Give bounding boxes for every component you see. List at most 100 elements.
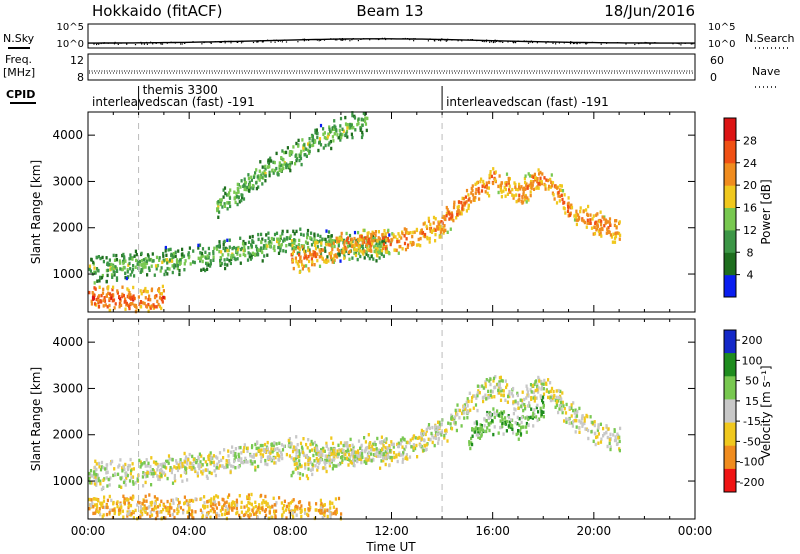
velocity-cell	[444, 431, 447, 435]
velocity-cell	[409, 438, 412, 442]
power-cell	[349, 249, 352, 254]
power-cell	[498, 174, 501, 178]
power-cell	[311, 262, 314, 267]
power-cell	[618, 220, 621, 224]
velocity-cell	[565, 417, 568, 421]
velocity-cell	[322, 449, 325, 453]
power-cell	[264, 179, 267, 183]
velocity-cell	[557, 399, 560, 403]
power-cell	[226, 207, 229, 211]
power-cell	[387, 239, 390, 243]
velocity-cell	[150, 513, 154, 517]
power-cell	[523, 187, 526, 191]
velocity-cell	[156, 474, 159, 478]
power-cell	[499, 188, 502, 192]
velocity-cell	[296, 464, 299, 468]
power-cell	[532, 175, 535, 179]
velocity-cell	[210, 501, 213, 505]
velocity-cell	[412, 446, 416, 450]
velocity-cell	[423, 438, 426, 443]
velocity-cell	[190, 509, 194, 513]
power-cell	[300, 260, 303, 264]
power-cell	[465, 200, 468, 204]
velocity-cell	[153, 501, 156, 506]
velocity-cell	[326, 508, 329, 512]
nsky-point	[96, 42, 98, 44]
power-cell	[188, 246, 191, 250]
nsky-point	[228, 40, 230, 43]
velocity-cell	[251, 460, 254, 464]
power-cell	[376, 251, 380, 255]
velocity-cell	[456, 403, 459, 407]
velocity-cell	[376, 436, 379, 441]
velocity-cell	[552, 395, 555, 399]
velocity-cell	[370, 448, 373, 452]
power-cell	[308, 137, 311, 141]
velocity-cell	[378, 451, 381, 455]
power-cell	[262, 244, 266, 248]
velocity-cell	[470, 399, 473, 403]
velocity-cell	[128, 464, 131, 468]
power-cell	[585, 208, 588, 212]
power-cell	[100, 293, 103, 298]
velocity-cell	[498, 380, 501, 384]
nsky-point	[467, 39, 469, 41]
velocity-cell	[200, 470, 203, 474]
power-cell	[312, 249, 315, 254]
power-cell	[526, 186, 529, 190]
velocity-cell	[541, 382, 544, 387]
power-cell	[349, 122, 352, 127]
velocity-cell	[578, 406, 581, 411]
velocity-cell	[151, 500, 154, 505]
velocity-cell	[188, 503, 191, 508]
power-cell	[532, 180, 535, 184]
nsky-point	[407, 38, 409, 40]
power-cell	[106, 268, 110, 273]
velocity-cell	[293, 462, 296, 467]
velocity-cell	[273, 509, 276, 514]
velocity-cell	[262, 448, 266, 452]
velocity-cell	[214, 503, 217, 507]
velocity-cell	[313, 440, 316, 445]
power-cell	[266, 244, 269, 248]
velocity-cell	[130, 469, 133, 473]
velocity-cell	[302, 450, 305, 455]
power-cell	[235, 191, 238, 196]
velocity-cell	[145, 499, 148, 503]
power-cell	[502, 189, 505, 193]
power-colorbar-swatch	[724, 252, 736, 276]
velocity-cell	[526, 415, 529, 419]
power-cell	[506, 192, 509, 196]
power-cell	[178, 268, 181, 273]
velocity-cell	[352, 458, 355, 462]
power-cell	[297, 144, 300, 148]
velocity-cell	[507, 394, 510, 399]
velocity-cell	[340, 512, 343, 516]
velocity-cell	[169, 468, 172, 473]
velocity-cell	[335, 510, 338, 515]
velocity-cell	[501, 421, 504, 425]
velocity-cell	[158, 503, 161, 507]
power-cell	[299, 156, 303, 161]
velocity-cell	[276, 447, 279, 451]
power-cell	[219, 263, 222, 267]
velocity-cell	[365, 457, 368, 461]
power-cell	[97, 300, 100, 305]
power-cell	[140, 300, 143, 304]
velocity-cell	[499, 419, 502, 423]
power-cell	[445, 214, 448, 218]
velocity-cell	[365, 461, 368, 465]
power-cell	[409, 231, 412, 235]
velocity-cell	[307, 438, 310, 442]
velocity-cell	[575, 419, 578, 423]
power-cell	[579, 209, 582, 214]
power-cell	[297, 259, 301, 264]
power-cell	[252, 184, 255, 188]
power-cell	[88, 264, 92, 268]
velocity-cell	[252, 512, 256, 516]
velocity-cell	[352, 461, 355, 466]
nave-label: Nave	[752, 65, 780, 78]
velocity-cell	[486, 426, 489, 430]
power-cell	[206, 254, 209, 258]
